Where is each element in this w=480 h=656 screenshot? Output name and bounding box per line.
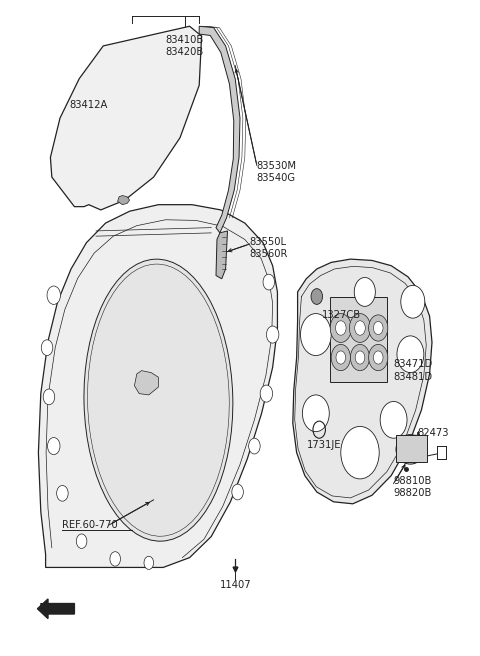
Circle shape: [249, 438, 260, 454]
FancyBboxPatch shape: [330, 297, 387, 382]
Polygon shape: [216, 231, 228, 279]
Polygon shape: [118, 195, 130, 205]
Circle shape: [373, 321, 383, 335]
Circle shape: [369, 344, 388, 371]
Circle shape: [144, 556, 154, 569]
Circle shape: [110, 552, 120, 566]
Circle shape: [302, 395, 329, 432]
Polygon shape: [199, 26, 240, 233]
Circle shape: [369, 315, 388, 341]
Circle shape: [263, 274, 275, 290]
Circle shape: [266, 326, 279, 343]
Circle shape: [76, 534, 87, 548]
Circle shape: [331, 344, 350, 371]
Text: FR.: FR.: [38, 602, 63, 615]
Text: 83471D
83481D: 83471D 83481D: [394, 359, 433, 382]
Text: 1731JE: 1731JE: [307, 440, 342, 450]
Circle shape: [355, 321, 365, 335]
Text: 83550L
83560R: 83550L 83560R: [250, 237, 288, 259]
Ellipse shape: [396, 434, 425, 464]
Circle shape: [47, 286, 60, 304]
Text: 83410B
83420B: 83410B 83420B: [166, 35, 204, 57]
Polygon shape: [293, 259, 432, 504]
Text: 82473: 82473: [418, 428, 449, 438]
Circle shape: [41, 340, 53, 356]
Circle shape: [401, 285, 425, 318]
Circle shape: [350, 344, 370, 371]
Bar: [396, 435, 427, 462]
Circle shape: [260, 385, 273, 402]
Circle shape: [232, 484, 243, 500]
Text: 83412A: 83412A: [70, 100, 108, 110]
Circle shape: [336, 321, 346, 335]
Circle shape: [397, 336, 424, 373]
Polygon shape: [38, 205, 277, 567]
Text: 1327CB: 1327CB: [322, 310, 361, 320]
Circle shape: [57, 485, 68, 501]
Text: 98810B
98820B: 98810B 98820B: [394, 476, 432, 498]
Circle shape: [311, 289, 323, 304]
Circle shape: [380, 401, 407, 438]
Circle shape: [354, 277, 375, 306]
Circle shape: [373, 351, 383, 364]
Circle shape: [330, 314, 351, 342]
Text: 83530M
83540G: 83530M 83540G: [257, 161, 297, 183]
Polygon shape: [50, 26, 202, 210]
FancyArrow shape: [37, 599, 74, 619]
Circle shape: [349, 314, 371, 342]
Ellipse shape: [84, 259, 233, 541]
Circle shape: [48, 438, 60, 455]
Circle shape: [300, 314, 331, 356]
Text: REF.60-770: REF.60-770: [62, 520, 118, 530]
Circle shape: [341, 426, 379, 479]
Text: 11407: 11407: [219, 580, 251, 590]
Circle shape: [336, 351, 346, 364]
Polygon shape: [134, 371, 158, 395]
Circle shape: [355, 351, 365, 364]
Circle shape: [43, 389, 55, 405]
